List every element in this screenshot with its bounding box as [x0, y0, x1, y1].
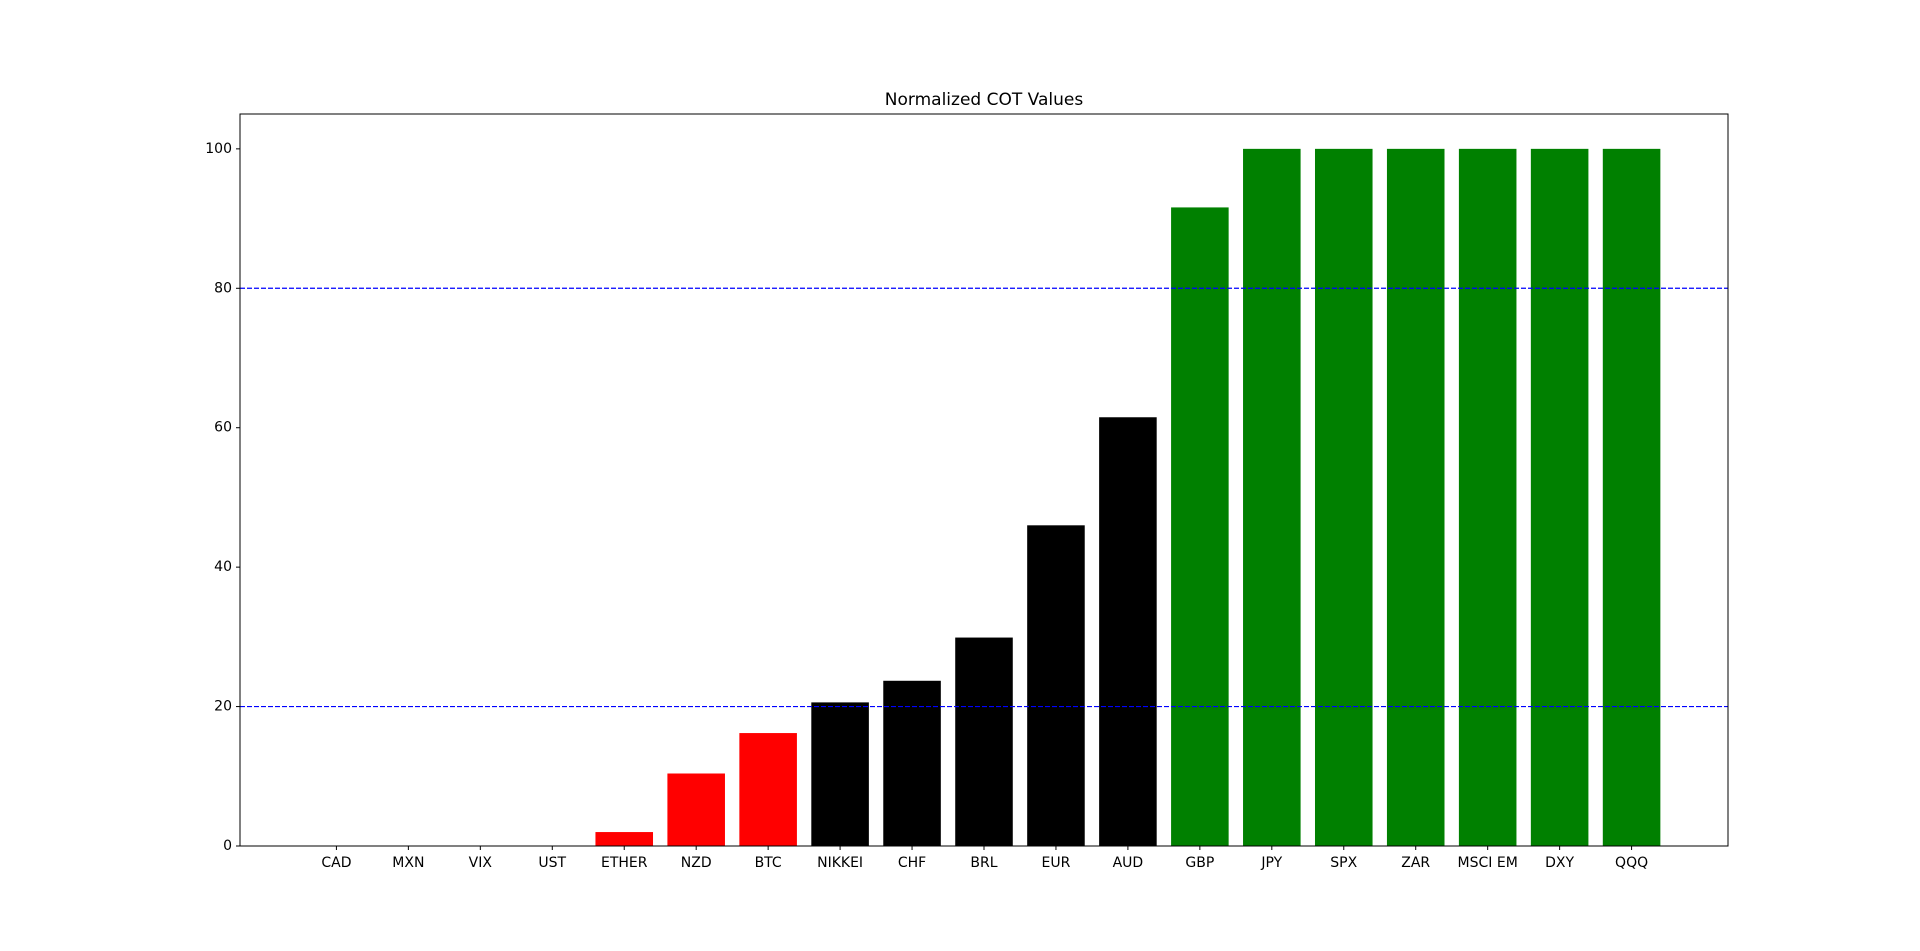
- x-tick-label: UST: [538, 855, 566, 871]
- y-tick-label: 20: [214, 699, 232, 715]
- x-tick-label: JPY: [1260, 855, 1282, 871]
- y-tick-label: 0: [223, 838, 232, 854]
- y-tick-label: 60: [214, 420, 232, 436]
- x-tick-label: NIKKEI: [817, 855, 863, 871]
- bar: [1171, 207, 1229, 847]
- bar: [1530, 148, 1589, 846]
- bar: [739, 733, 797, 846]
- x-tick-label: MXN: [392, 855, 424, 871]
- x-tick-label: CAD: [321, 855, 351, 871]
- x-tick-label: SPX: [1330, 855, 1357, 871]
- bar: [955, 637, 1013, 846]
- y-tick-label: 40: [214, 559, 232, 575]
- x-tick-label: VIX: [469, 855, 493, 871]
- x-tick-label: AUD: [1113, 855, 1144, 871]
- bar: [667, 773, 725, 846]
- y-tick-label: 100: [205, 141, 232, 157]
- x-tick-label: BTC: [755, 855, 782, 871]
- x-tick-label: NZD: [681, 855, 712, 871]
- x-tick-label: DXY: [1545, 855, 1574, 871]
- x-tick-label: BRL: [970, 855, 997, 871]
- x-tick-label: GBP: [1185, 855, 1214, 871]
- chart-title: Normalized COT Values: [885, 90, 1084, 110]
- bar: [811, 702, 869, 846]
- bar: [1027, 525, 1085, 846]
- y-tick-label: 80: [214, 280, 232, 296]
- bar: [1243, 148, 1301, 846]
- x-tick-label: ZAR: [1401, 855, 1430, 871]
- x-tick-label: ETHER: [601, 855, 648, 871]
- bar: [1386, 148, 1445, 846]
- bar: [1099, 417, 1157, 846]
- bar: [1314, 148, 1373, 846]
- x-tick-label: MSCI EM: [1458, 855, 1518, 871]
- bar: [595, 832, 654, 846]
- plot-frame: [239, 113, 1729, 847]
- bar: [883, 680, 941, 846]
- x-tick-label: QQQ: [1615, 855, 1648, 871]
- x-tick-label: EUR: [1042, 855, 1071, 871]
- x-tick-label: CHF: [898, 855, 926, 871]
- bar: [1602, 148, 1661, 846]
- bar: [1458, 148, 1517, 846]
